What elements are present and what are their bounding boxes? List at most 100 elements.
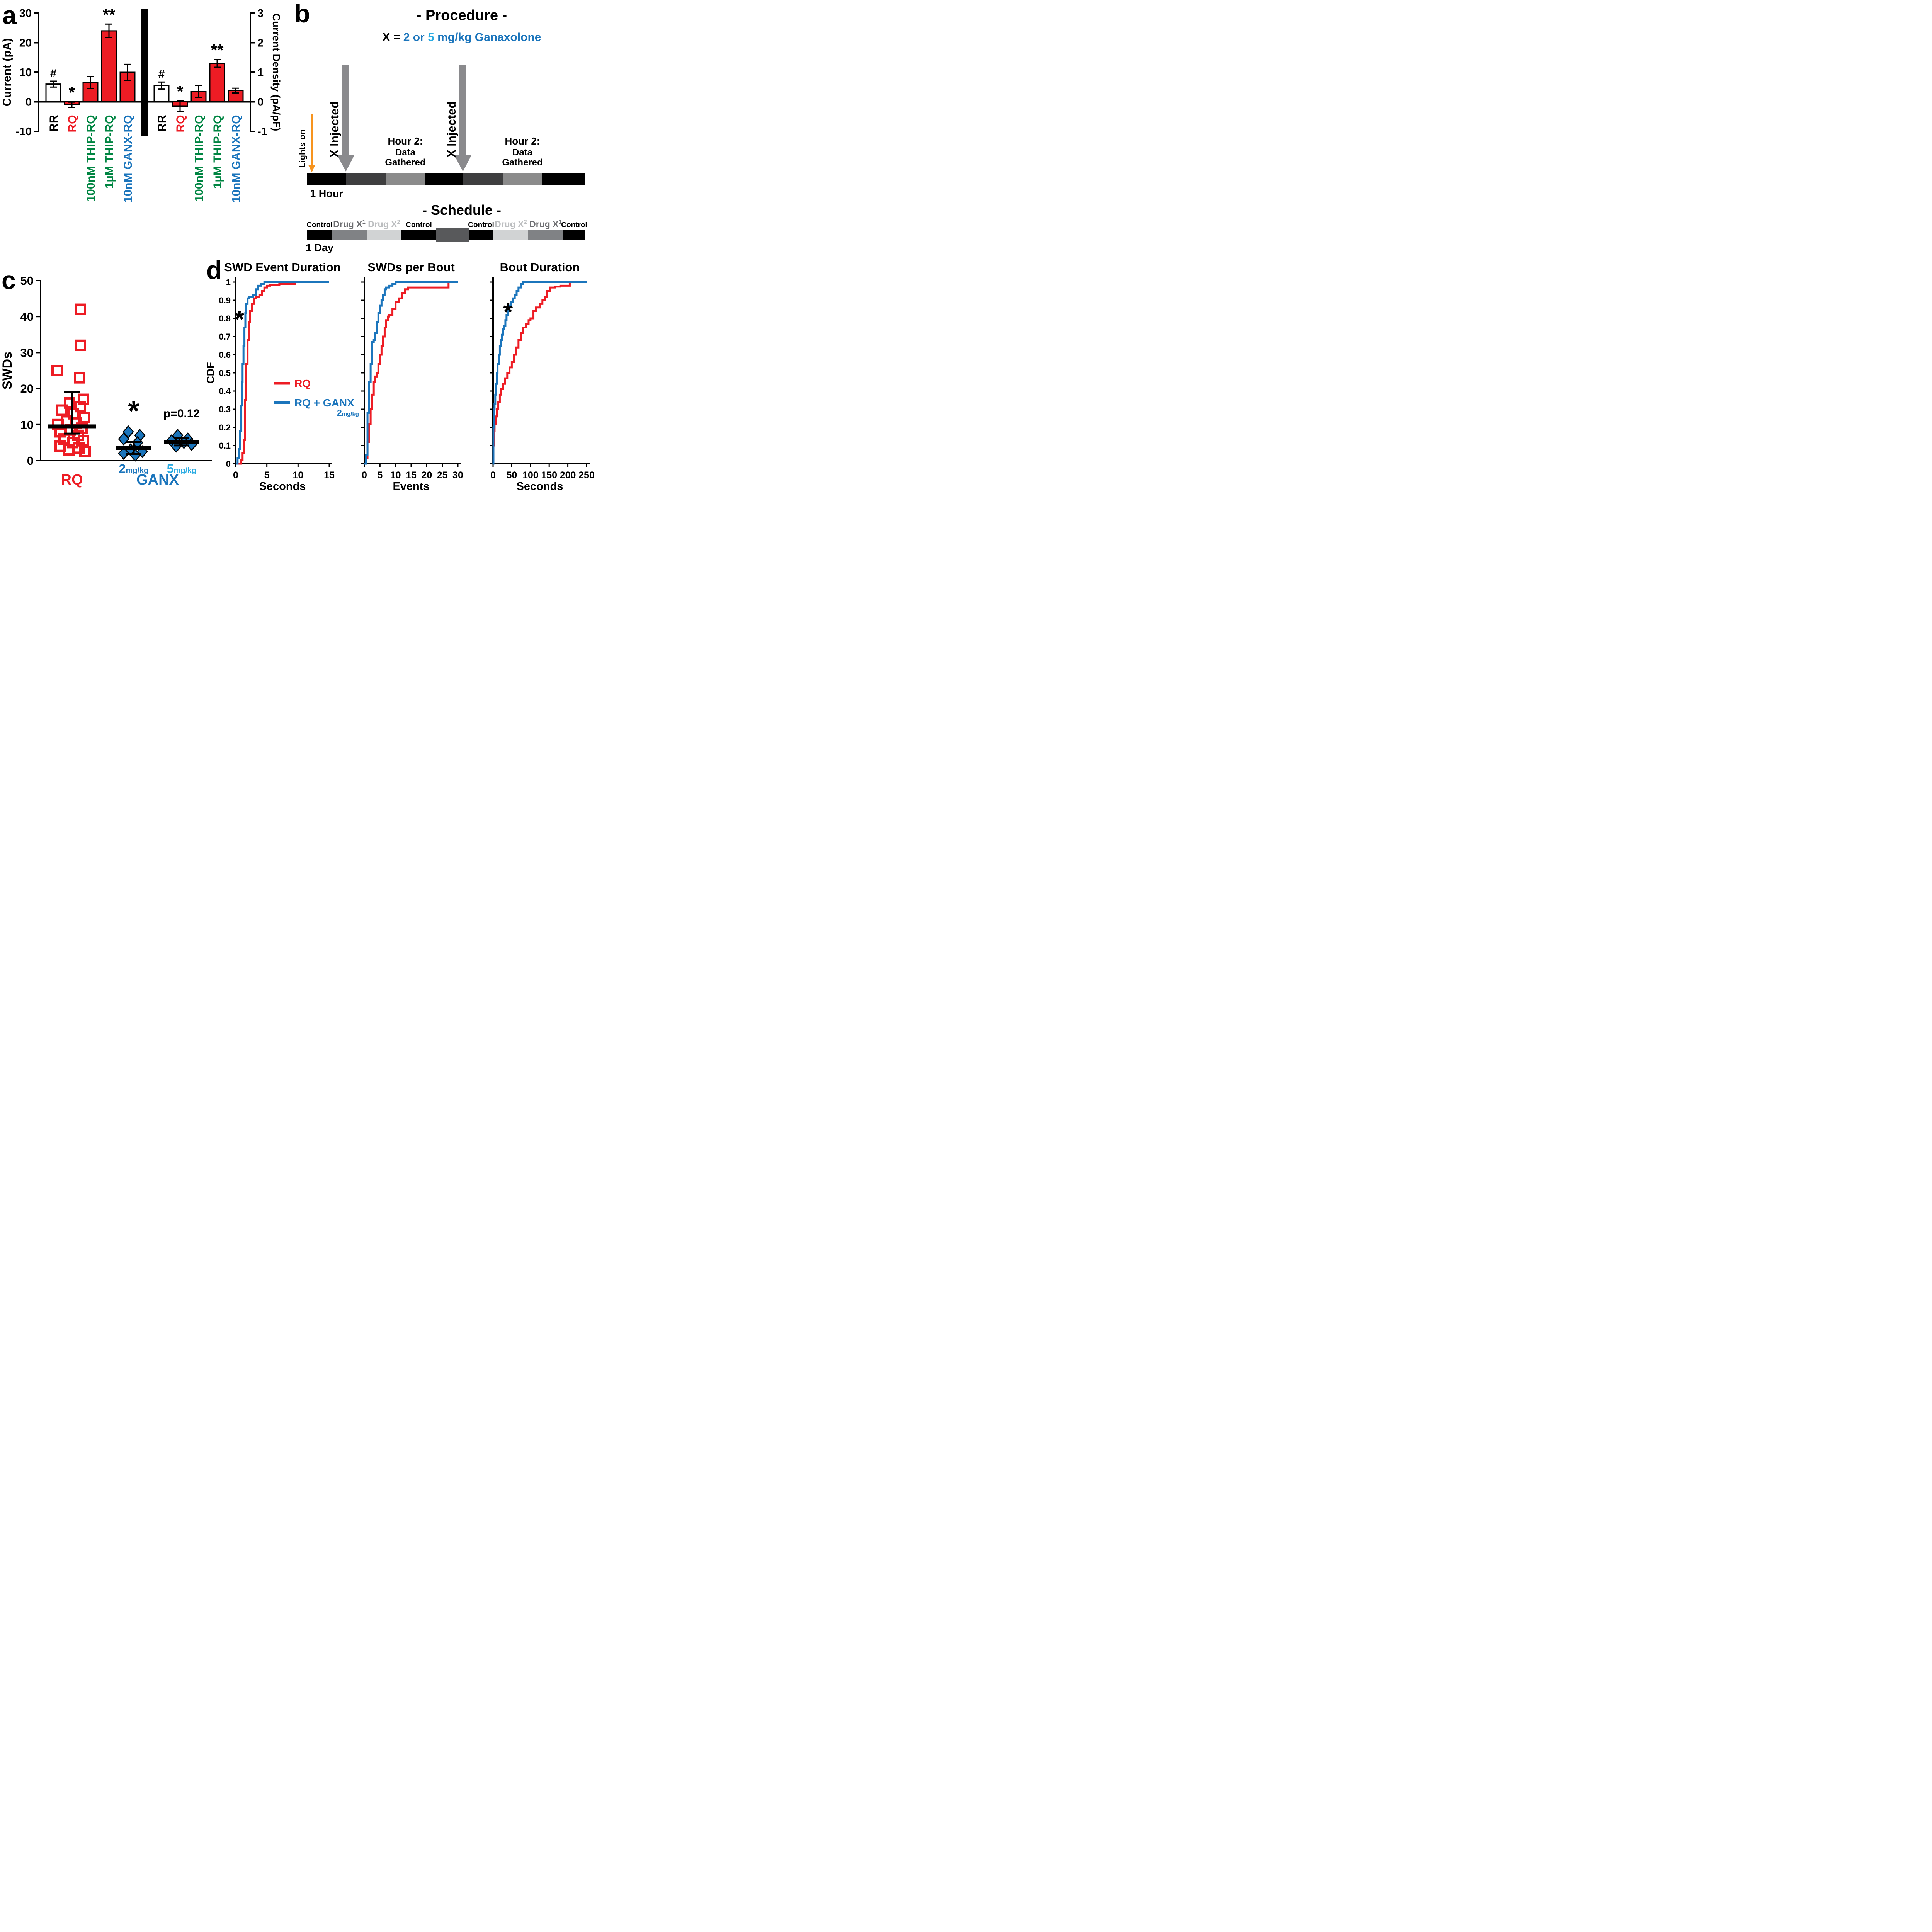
rq-square-marker [75,401,86,413]
rq-square-marker [63,444,75,456]
rq-square-marker [56,404,68,416]
y-tick-label: 0.1 [219,441,231,451]
hour2-annotation-2: Hour 2: Data Gathered [502,135,543,168]
hour-timeline-segment [463,173,503,185]
x-tick-label: 100 [522,470,539,481]
day-timeline-segment [401,230,436,240]
panel-b-procedure-diagram: - Procedure - X = 2 or 5 mg/kg Ganaxolon… [298,7,587,253]
rq-square-marker [79,446,91,457]
one-day-label: 1 Day [306,242,333,253]
category-label: 10nM GANX-RQ [230,115,243,203]
day-timeline-segment [332,230,367,240]
arrow-shaft [342,65,349,156]
mean-line [164,440,199,444]
hour-timeline-segment [307,173,346,185]
y-tick-label: 0.8 [219,314,231,323]
right-axis-title: Current Density (pA/pF) [270,14,282,131]
schedule-labels: Control Drug X1 Drug X2 Control Control Drug … [306,219,587,229]
rq-square-marker [64,397,75,409]
significance-marker: * [177,82,184,100]
hour-timeline-segment [503,173,542,185]
dose-label-2mgkg: 2mg/kg [119,462,149,476]
category-label: RR [48,115,60,132]
right-tick-label: -1 [257,126,267,138]
dose-number: 2 [119,462,126,476]
x-tick-label: 30 [452,470,463,481]
significance-marker: * [503,298,513,326]
ganx-diamond-marker [118,447,129,460]
schedule-title: - Schedule - [422,202,501,218]
procedure-title: - Procedure - [417,7,507,24]
legend-sub-number: 2 [337,408,342,418]
subplot-title: SWD Event Duration [224,260,340,274]
lights-on-label: Lights on [298,129,307,168]
p-value-label: p=0.12 [163,407,200,420]
rq-square-marker [78,393,89,405]
dose-number: 5 [167,462,174,476]
left-axis-title: Current (pA) [1,38,14,107]
right-tick-label: 1 [257,66,264,79]
panel-label-c: c [2,266,16,294]
group-divider [141,9,148,136]
x-axis-title: Seconds [517,480,563,493]
x-tick-label: 20 [421,470,432,481]
y-tick-label: 30 [20,346,34,359]
schedule-label: Control [406,221,432,229]
category-label: 1µM THIP-RQ [103,115,116,189]
panel-label-b: b [294,0,310,28]
y-tick-label: 1 [226,277,231,287]
hour2-line2: Data [512,147,533,158]
significance-marker: # [50,67,57,80]
x-tick-label: 0 [233,470,238,481]
dose-unit: mg/kg [173,466,196,475]
schedule-label-text: Control [468,221,494,229]
x-tick-label: 250 [578,470,595,481]
schedule-label: Drug X1 [333,219,366,229]
cdf-curve-rq [236,281,329,465]
rq-square-marker [75,339,86,351]
right-tick-label: 0 [257,96,264,109]
significance-marker: ** [211,41,224,59]
rq-square-marker [74,372,85,384]
hour2-line1: Hour 2: [505,135,540,147]
left-tick-label: 30 [19,7,32,20]
rq-square-marker [75,303,86,315]
x-tick-label: 200 [560,470,576,481]
schedule-label: Control [306,221,333,229]
cdf-curve-rq [364,281,458,465]
y-tick-label: 0.7 [219,332,231,342]
rq-square-marker [51,365,63,376]
y-tick-label: 10 [20,418,34,432]
bar-1µM THIP-RQ [209,63,225,102]
injection-arrow-1 [337,65,354,172]
hour-timeline-segment [425,173,463,185]
left-tick-label: 20 [19,37,32,49]
day-timeline-segment [367,230,401,240]
cdf-curve-rq-ganx-2mg-kg [492,281,587,465]
panel-label-d: d [206,256,222,284]
y-axis-title: SWDs [0,352,15,389]
category-label: RR [156,115,168,132]
subplot-title: Bout Duration [500,260,580,274]
x-axis-title: Seconds [259,480,306,493]
significance-marker: ** [103,5,116,24]
y-tick-label: 20 [20,382,34,396]
ganx-group-label: GANX [136,472,179,488]
y-tick-label: 0 [226,459,231,469]
significance-marker: * [235,305,244,333]
dose-equation-rest: mg/kg Ganaxolone [434,31,541,44]
injection-arrow-2 [454,65,471,172]
category-label: RQ [66,115,79,133]
right-tick-label: 2 [257,37,264,49]
hour2-line3: Gathered [385,157,425,168]
schedule-label-text: Control [306,221,333,229]
schedule-label-text: Drug X [529,219,559,229]
day-timeline-segment [469,230,493,240]
arrow-shaft [459,65,466,156]
mean-line [48,424,96,429]
left-tick-label: 10 [19,66,32,79]
y-tick-label: 0.9 [219,296,231,305]
rq-group-label: RQ [61,472,83,488]
